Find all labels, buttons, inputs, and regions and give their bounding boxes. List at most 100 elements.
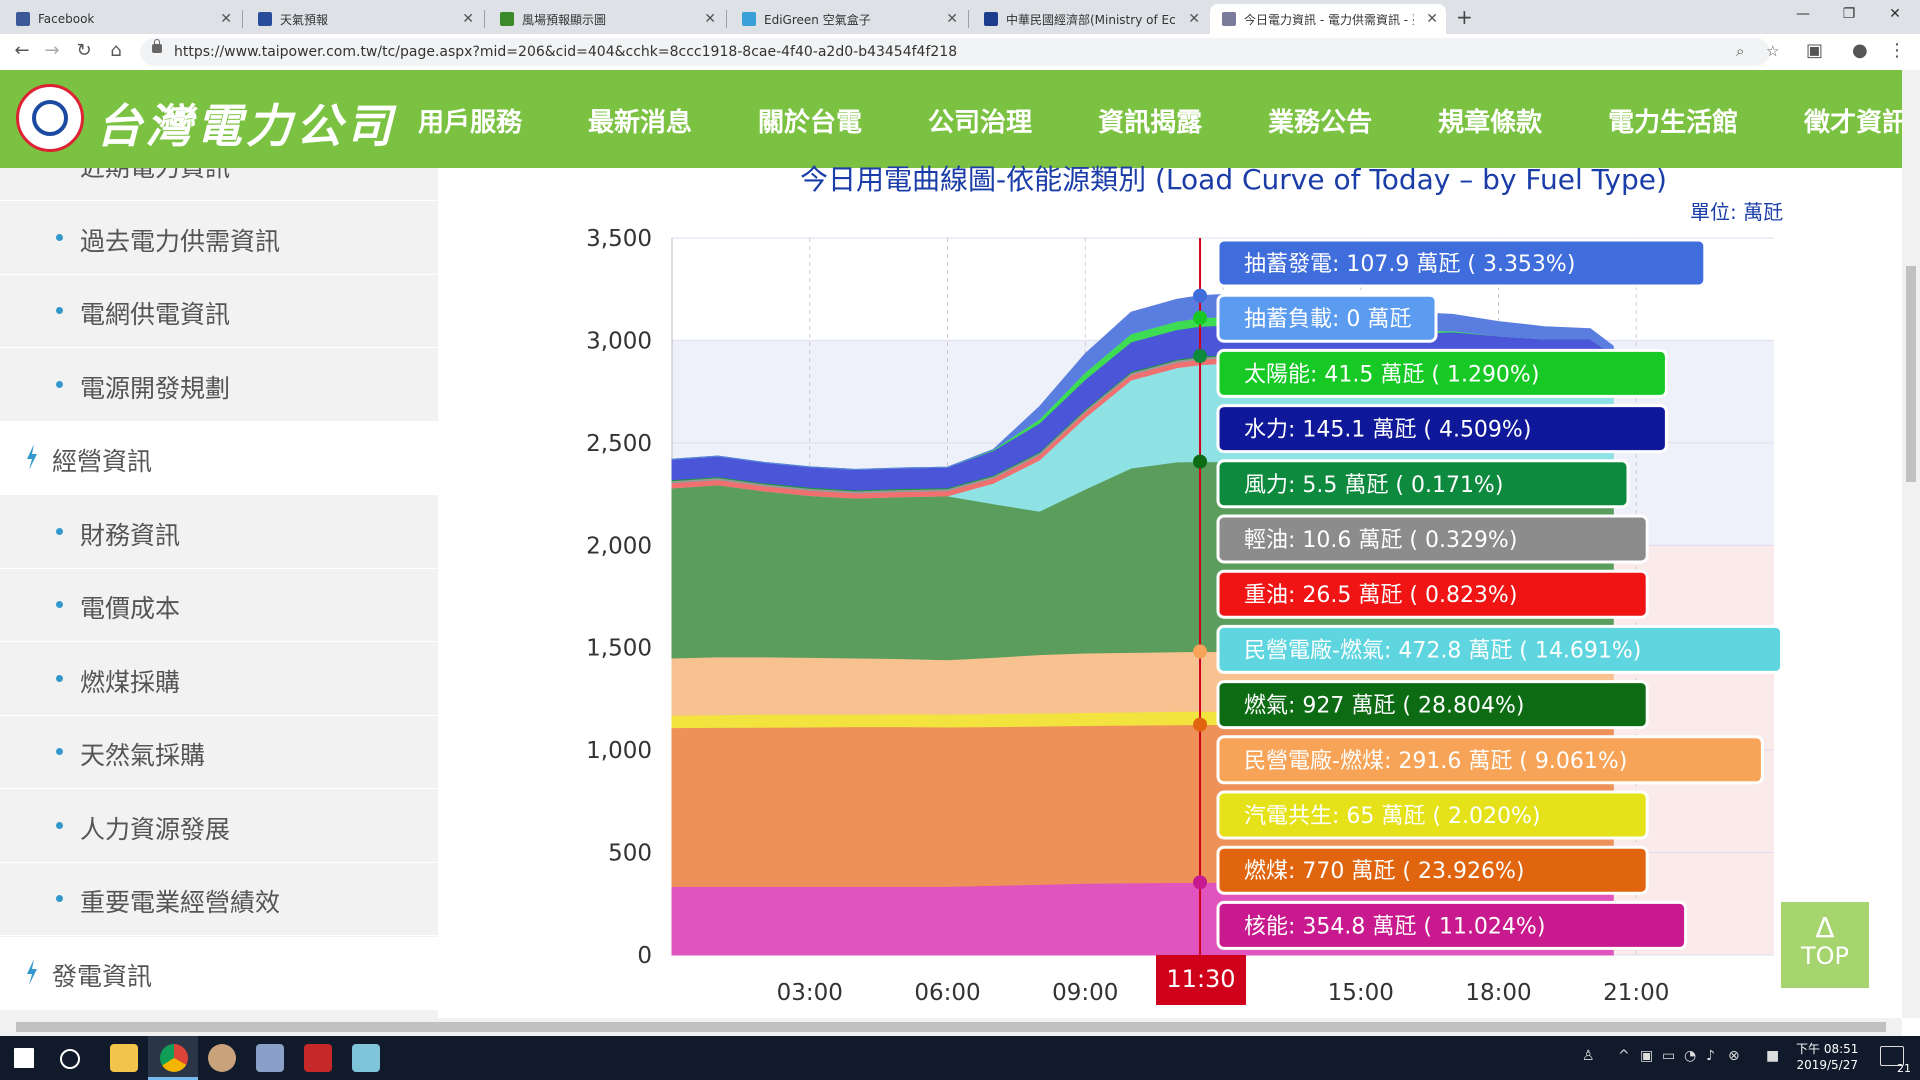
menu-dots-icon[interactable]: ⋮ (1888, 40, 1906, 61)
home-icon[interactable]: ⌂ (110, 40, 122, 61)
browser-tab[interactable]: 風場預報顯示圖 ✕ (488, 4, 724, 34)
horizontal-scrollbar[interactable] (0, 1018, 1902, 1036)
browser-tab[interactable]: Facebook ✕ (4, 4, 240, 34)
sidebar-item[interactable]: 重要電業經營績效 (0, 863, 438, 936)
nav-item[interactable]: 資訊揭露 (1098, 108, 1203, 138)
nav-item[interactable]: 徵才資訊 (1804, 108, 1909, 138)
lightning-icon (27, 958, 37, 985)
sidebar: 近期電力資訊過去電力供需資訊電網供電資訊電源開發規劃經營資訊財務資訊電價成本燃煤… (0, 168, 438, 1018)
taskbar-clock[interactable]: 下午 08:51 2019/5/27 (1796, 1041, 1858, 1073)
clock-date: 2019/5/27 (1796, 1058, 1858, 1072)
sidebar-item[interactable]: 電源開發規劃 (0, 349, 438, 422)
tray-app-icon[interactable]: ▣ (1640, 1048, 1654, 1064)
browser-tab[interactable]: 中華民國經濟部(Ministry of Eco ✕ (972, 4, 1208, 34)
reload-icon[interactable]: ↻ (76, 40, 92, 61)
taipower-logo-icon[interactable] (16, 84, 84, 152)
site-logo-text[interactable]: 台灣電力公司 (96, 99, 396, 153)
browser-tab-bar: Facebook ✕ 天氣預報 ✕ 風場預報顯示圖 ✕ EdiGreen 空氣盒子 ✕ 中華民國… (0, 0, 1920, 34)
profile-icon[interactable]: ● (1852, 40, 1868, 61)
tab-favicon-icon (742, 12, 756, 26)
sidebar-section-header[interactable]: 發電資訊 (0, 936, 438, 1010)
sidebar-item-label: 過去電力供需資訊 (80, 226, 281, 256)
close-window-button[interactable]: ✕ (1889, 6, 1901, 22)
tab-title: 中華民國經濟部(Ministry of Eco (1006, 12, 1176, 27)
tab-close-icon[interactable]: ✕ (1426, 11, 1438, 27)
notification-count: 21 (1897, 1062, 1911, 1075)
nav-item[interactable]: 業務公告 (1268, 108, 1373, 138)
sidebar-item-label: 發電資訊 (52, 961, 153, 991)
horizontal-scroll-thumb[interactable] (16, 1022, 1886, 1032)
tab-close-icon[interactable]: ✕ (704, 11, 716, 27)
wifi-icon[interactable]: ◔ (1684, 1048, 1697, 1064)
back-to-top-button[interactable]: Δ TOP (1781, 902, 1869, 988)
people-icon[interactable]: ♙ (1582, 1048, 1595, 1064)
sidebar-item[interactable]: 財務資訊 (0, 496, 438, 569)
nav-item[interactable]: 公司治理 (928, 108, 1033, 138)
address-bar[interactable]: https://www.taipower.com.tw/tc/page.aspx… (140, 38, 1779, 66)
new-tab-button[interactable]: + (1456, 5, 1473, 29)
extension-icon[interactable]: ▣ (1806, 40, 1824, 61)
sidebar-item-label: 燃煤採購 (80, 667, 181, 697)
tab-title: 今日電力資訊 - 電力供需資訊 - 臺 (1244, 12, 1414, 27)
sidebar-item-label: 財務資訊 (80, 520, 181, 550)
tab-close-icon[interactable]: ✕ (462, 11, 474, 27)
sidebar-item[interactable]: 人力資源發展 (0, 790, 438, 863)
sidebar-section-header[interactable]: 經營資訊 (0, 422, 438, 495)
chart-unit-label: 單位: 萬瓩 (1690, 200, 1784, 224)
bookmark-star-icon[interactable]: ☆ (1766, 42, 1780, 60)
sidebar-item[interactable]: 燃煤採購 (0, 643, 438, 716)
ime-icon[interactable]: ■ (1766, 1048, 1780, 1064)
nav-item[interactable]: 規章條款 (1438, 108, 1543, 138)
tab-separator (242, 10, 243, 28)
tab-close-icon[interactable]: ✕ (220, 11, 232, 27)
vertical-scroll-thumb[interactable] (1906, 266, 1916, 482)
back-icon[interactable]: ← (14, 40, 30, 61)
content-area (438, 168, 1920, 1018)
sidebar-item[interactable]: 電價成本 (0, 569, 438, 642)
tab-favicon-icon (500, 12, 514, 26)
tab-title: 風場預報顯示圖 (522, 12, 607, 27)
sidebar-item-label: 近期電力資訊 (80, 168, 230, 184)
battery-icon[interactable]: ▭ (1662, 1048, 1676, 1064)
volume-icon[interactable]: ♪ (1706, 1048, 1715, 1064)
bullet-icon (56, 233, 63, 241)
search-icon[interactable] (60, 1049, 80, 1069)
bullet-icon (56, 601, 63, 608)
minimize-button[interactable]: — (1796, 6, 1810, 22)
chrome-icon[interactable] (160, 1044, 188, 1072)
zoom-icon[interactable]: ⌕ (1736, 42, 1745, 60)
nav-item[interactable]: 電力生活館 (1608, 108, 1739, 138)
maximize-button[interactable]: ❐ (1842, 6, 1856, 22)
bullet-icon (56, 527, 63, 535)
tray-close-icon[interactable]: ⊗ (1728, 1048, 1740, 1064)
tab-close-icon[interactable]: ✕ (946, 11, 958, 27)
nav-item[interactable]: 用戶服務 (418, 108, 523, 138)
app-cat-icon[interactable] (208, 1044, 236, 1072)
tab-title: EdiGreen 空氣盒子 (764, 12, 871, 27)
browser-tab[interactable]: EdiGreen 空氣盒子 ✕ (730, 4, 966, 34)
forward-icon[interactable]: → (44, 40, 60, 61)
sidebar-item-label: 重要電業經營績效 (80, 888, 281, 917)
sidebar-item[interactable]: 天然氣採購 (0, 716, 438, 789)
sidebar-item[interactable]: 過去電力供需資訊 (0, 202, 438, 275)
file-explorer-icon[interactable] (110, 1044, 138, 1072)
main-nav: 用戶服務 最新消息 關於台電 公司治理 資訊揭露 業務公告 規章條款 電力生活館 徵才資訊 (418, 102, 1920, 139)
sidebar-item[interactable]: 電網供電資訊 (0, 275, 438, 348)
app-cloud-icon[interactable] (256, 1044, 284, 1072)
nav-item[interactable]: 關於台電 (758, 108, 863, 138)
vertical-scrollbar[interactable] (1902, 70, 1920, 1018)
sidebar-item[interactable]: 近期電力資訊 (0, 168, 438, 201)
tab-title: Facebook (38, 12, 95, 26)
browser-tab[interactable]: 天氣預報 ✕ (246, 4, 482, 34)
browser-tab[interactable]: 今日電力資訊 - 電力供需資訊 - 臺 ✕ (1210, 4, 1446, 34)
tab-close-icon[interactable]: ✕ (1188, 11, 1200, 27)
action-center-icon[interactable]: 21 (1880, 1046, 1911, 1075)
bullet-icon (56, 674, 63, 682)
sidebar-item-label: 經營資訊 (52, 447, 153, 476)
tab-title: 天氣預報 (280, 12, 329, 27)
nav-item[interactable]: 最新消息 (588, 108, 693, 138)
windows-start-icon[interactable] (14, 1048, 34, 1068)
app-notepad-icon[interactable] (352, 1044, 380, 1072)
app-red-icon[interactable] (304, 1044, 332, 1072)
tray-chevron-icon[interactable]: ^ (1618, 1048, 1630, 1064)
